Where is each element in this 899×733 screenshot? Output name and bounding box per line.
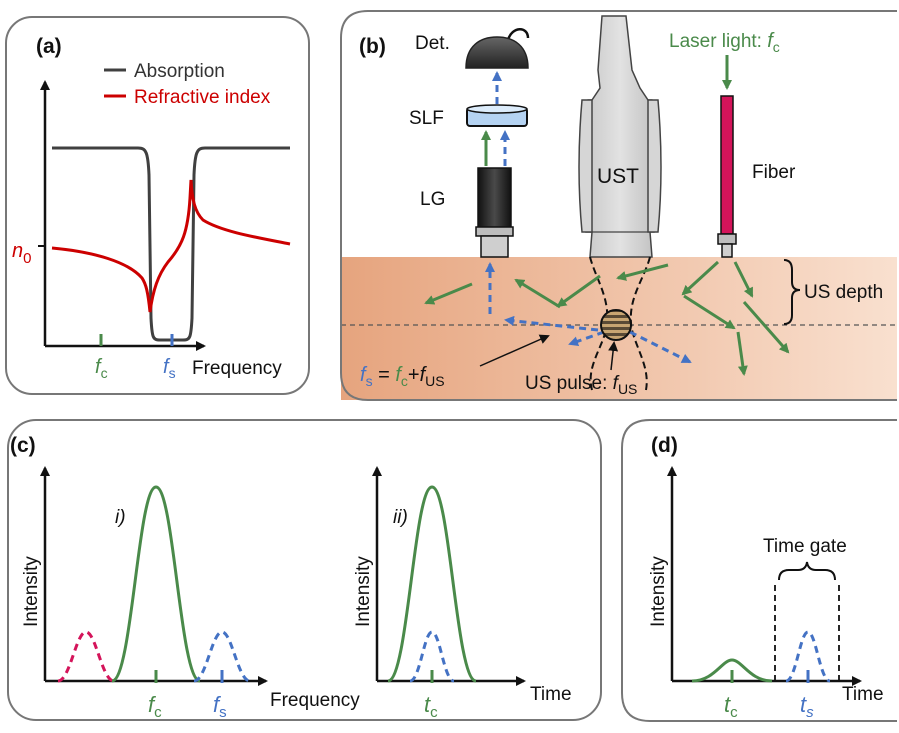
legend-refractive-label: Refractive index — [134, 87, 271, 108]
fiber-tip — [721, 243, 733, 258]
lg-body — [477, 167, 512, 229]
panel-c-frame — [7, 419, 602, 721]
green-peak-tc — [387, 485, 477, 683]
green-arrow-2 — [733, 261, 754, 298]
detector-cable — [506, 28, 530, 41]
panel-b-label: (b) — [359, 35, 386, 58]
green-peak-fc — [111, 485, 201, 683]
fiber-body — [720, 95, 734, 235]
panel-c-tc-label: tc — [424, 692, 438, 721]
fc-label: fc — [95, 356, 108, 381]
panel-c: (c) Intensity Frequency i) fc fs Intensi… — [7, 419, 602, 721]
panel-c-i-y-label: Intensity — [21, 556, 42, 627]
us-pulse-pointer — [608, 341, 619, 371]
ust-label: UST — [597, 165, 639, 188]
green-arrow-6 — [616, 263, 669, 281]
green-arrow-4 — [736, 331, 748, 376]
blue-peak-fs — [193, 630, 251, 683]
ust-left-flank — [578, 99, 593, 233]
slf-top — [466, 104, 528, 114]
green-arrow-3 — [742, 301, 790, 354]
fiber — [717, 95, 737, 258]
lg-label: LG — [420, 189, 445, 210]
panel-a: (a) Absorption Refractive index n0 fc fs… — [5, 16, 310, 395]
blue-arrow-left — [504, 315, 599, 332]
panel-c-ii-y-label: Intensity — [353, 556, 374, 627]
slf-filter — [466, 104, 528, 127]
panel-c-i-x-label: Frequency — [270, 690, 360, 711]
time-gate-label: Time gate — [763, 536, 847, 557]
fs-label: fs — [163, 356, 176, 381]
panel-c-ii-label: ii) — [393, 507, 408, 528]
panel-c-i-label: i) — [115, 507, 126, 528]
green-arrow-9 — [424, 282, 473, 305]
detector — [465, 28, 530, 69]
blue-arrow-down-left — [568, 330, 605, 347]
panel-c-fs-label: fs — [213, 692, 227, 721]
green-scatter-arrows — [424, 260, 790, 376]
absorption-curve — [52, 146, 290, 342]
panel-d-y-label: Intensity — [648, 556, 669, 627]
panel-c-fc-label: fc — [148, 692, 162, 721]
legend-absorption-label: Absorption — [134, 61, 225, 82]
green-arrow-5 — [683, 294, 736, 330]
panel-d-frame — [621, 419, 897, 722]
green-arrow-7 — [556, 274, 601, 308]
panel-d-ts-label: ts — [800, 692, 814, 721]
panel-a-frame — [5, 16, 310, 395]
panel-a-label: (a) — [36, 35, 62, 58]
time-gate-brace — [778, 561, 836, 581]
magenta-peak — [57, 630, 115, 683]
n0-label: n0 — [12, 240, 31, 267]
panel-d-label: (d) — [651, 434, 678, 457]
us-pulse — [600, 309, 632, 341]
panel-c-ii-x-label: Time — [530, 684, 572, 705]
detector-label: Det. — [415, 33, 450, 54]
us-transducer — [578, 15, 662, 258]
us-depth-label: US depth — [804, 282, 883, 303]
light-guide — [475, 167, 514, 258]
blue-peak-tc — [409, 630, 455, 683]
panel-d-tc-label: tc — [724, 692, 738, 721]
time-gate-lines — [774, 585, 840, 681]
panel-b: (b) Det. SLF LG UST — [340, 10, 897, 401]
fiber-label: Fiber — [752, 162, 796, 183]
fs-equation: fs = fc+fUS — [360, 364, 445, 389]
blue-scatter-arrows — [485, 262, 692, 364]
panel-d: (d) Intensity Time Time gate tc ts — [621, 419, 897, 722]
slf-label: SLF — [409, 108, 444, 129]
panel-b-frame — [340, 10, 897, 401]
refractive-index-curve — [51, 179, 291, 313]
green-arrow-8 — [514, 278, 561, 309]
ust-body — [585, 15, 655, 258]
us-pulse-label: US pulse: fUS — [525, 373, 637, 397]
lg-collar — [475, 226, 514, 237]
laser-label: Laser light: fc — [669, 30, 780, 55]
blue-peak-d — [785, 630, 831, 683]
us-depth-brace — [783, 259, 801, 325]
fs-pointer — [479, 334, 550, 367]
green-peak-d — [691, 658, 773, 683]
lg-tip — [480, 235, 509, 258]
ust-right-flank — [647, 99, 662, 233]
panel-d-x-label: Time — [842, 684, 884, 705]
panel-a-x-label: Frequency — [192, 358, 282, 379]
detector-body — [465, 36, 529, 69]
panel-c-label: (c) — [10, 434, 36, 457]
fiber-collar — [717, 233, 737, 245]
green-arrow-1 — [681, 260, 720, 296]
